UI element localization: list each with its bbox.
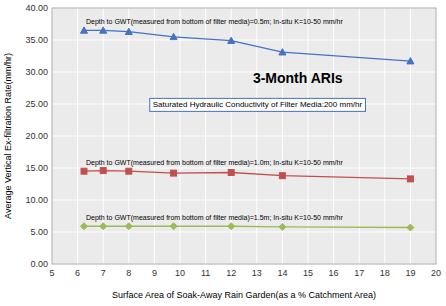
x-tick-label: 10 — [175, 268, 185, 278]
y-tick-label: 5.00 — [30, 227, 48, 237]
point — [81, 168, 87, 174]
x-tick-label: 11 — [201, 268, 210, 278]
x-tick-label: 14 — [277, 268, 287, 278]
x-tick-label: 16 — [329, 268, 339, 278]
series-line — [84, 171, 410, 179]
subtitle-box — [150, 98, 366, 111]
point — [407, 176, 413, 182]
subtitle-group: Saturated Hydraulic Conductivity of Filt… — [150, 98, 366, 111]
point — [125, 28, 132, 34]
y-tick-label: 0.00 — [30, 259, 48, 269]
y-grid-line — [52, 72, 436, 73]
annotation: Depth to GWT(measured from bottom of fil… — [86, 159, 343, 167]
series-line — [84, 226, 410, 227]
x-tick-label: 8 — [126, 268, 131, 278]
y-tick-label: 10.00 — [25, 195, 48, 205]
x-tick-label: 19 — [405, 268, 415, 278]
point — [228, 170, 234, 176]
y-grid-line — [52, 136, 436, 137]
y-grid-line — [52, 40, 436, 41]
x-tick-label: 6 — [75, 268, 80, 278]
y-tick-label: 20.00 — [25, 131, 48, 141]
point — [170, 33, 177, 39]
data — [81, 27, 414, 231]
x-axis-label: Surface Area of Soak-Away Rain Garden(as… — [112, 290, 376, 300]
point — [170, 223, 177, 230]
y-grid-line — [52, 232, 436, 233]
point — [407, 224, 414, 231]
point — [126, 168, 132, 174]
point — [100, 27, 107, 33]
point — [228, 223, 235, 230]
point — [125, 223, 132, 230]
y-grid-line — [52, 200, 436, 201]
annotation: Depth to GWT(measured from bottom of fil… — [86, 18, 343, 26]
y-tick-label: 40.00 — [25, 3, 48, 13]
title: 3-Month ARIs — [253, 70, 343, 86]
point — [228, 37, 235, 43]
y-tick-label: 25.00 — [25, 99, 48, 109]
x-tick-label: 12 — [226, 268, 236, 278]
point — [279, 223, 286, 230]
point — [100, 223, 107, 230]
point — [171, 170, 177, 176]
plot-frame — [52, 8, 436, 264]
point — [81, 27, 88, 33]
y-axis-label: Average Vertical Ex-filtration Rate(mm/h… — [3, 53, 13, 219]
grid — [52, 8, 436, 264]
x-tick-label: 15 — [303, 268, 313, 278]
y-tick-label: 15.00 — [25, 163, 48, 173]
x-tick-label: 13 — [252, 268, 262, 278]
point — [81, 223, 88, 230]
x-tick-label: 18 — [380, 268, 390, 278]
point — [407, 58, 414, 64]
plot-background — [52, 8, 436, 264]
x-tick-label: 17 — [354, 268, 364, 278]
chart: 5 6 7 8 9 10 11 12 13 14 15 16 17 18 19 20 0.00 5.00 10.00… — [0, 0, 446, 306]
subtitle: Saturated Hydraulic Conductivity of Filt… — [153, 100, 363, 109]
x-tick-label: 20 — [431, 268, 441, 278]
point — [100, 168, 106, 174]
series-line — [84, 30, 410, 61]
point — [279, 173, 285, 179]
point — [279, 49, 286, 55]
y-grid-line — [52, 168, 436, 169]
annotation: Depth to GWT(measured from bottom of fil… — [86, 214, 343, 222]
x-tick-label: 9 — [152, 268, 157, 278]
y-tick-label: 35.00 — [25, 35, 48, 45]
x-tick-label: 7 — [101, 268, 106, 278]
y-tick-label: 30.00 — [25, 67, 48, 77]
x-tick-label: 5 — [49, 268, 54, 278]
